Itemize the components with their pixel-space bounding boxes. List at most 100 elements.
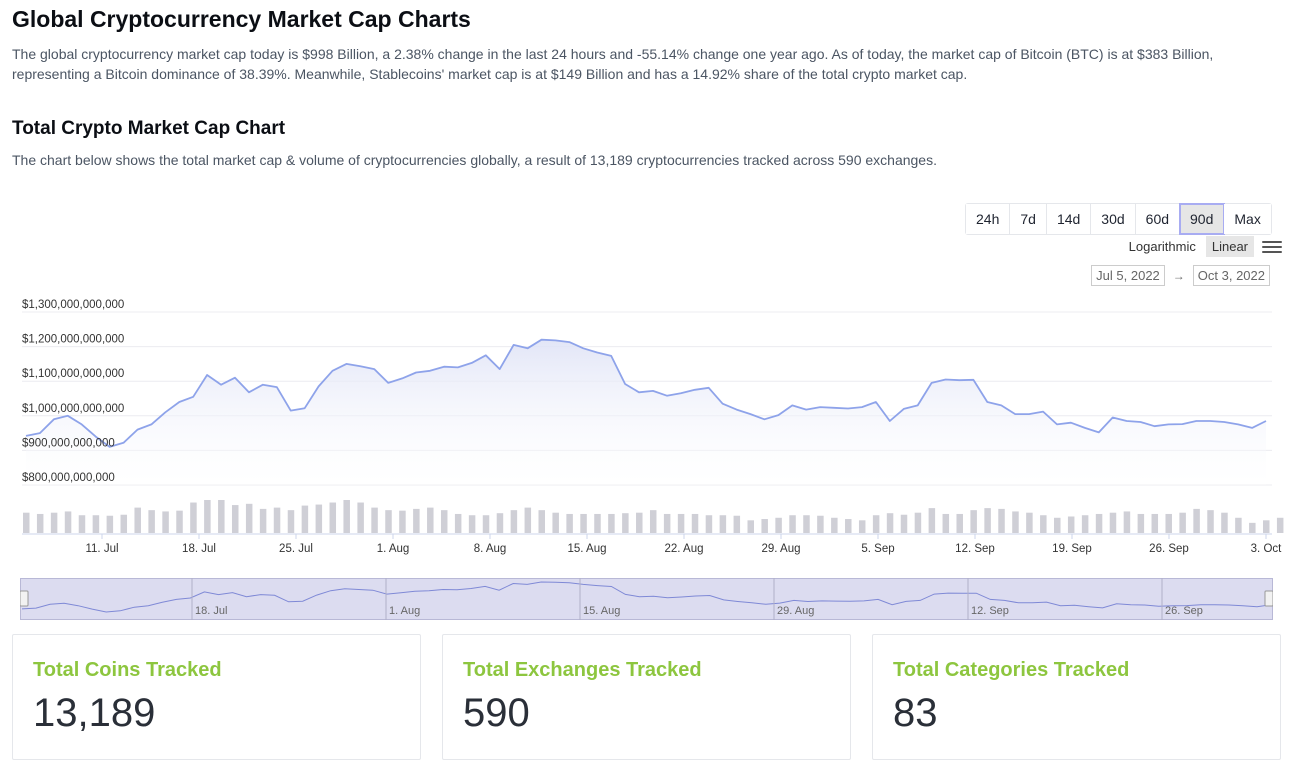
x-tick-label: 26. Sep — [1149, 543, 1189, 555]
volume-bar — [273, 507, 281, 533]
range-navigator[interactable]: 18. Jul 1. Aug 15. Aug 29. Aug 12. Sep 26. Se… — [20, 578, 1273, 620]
volume-bar — [50, 512, 58, 533]
volume-bar — [343, 500, 350, 533]
market-cap-line — [25, 338, 1267, 448]
volume-bar — [1263, 520, 1270, 533]
volume-bar — [1151, 513, 1159, 533]
coins-tracked-card: Total Coins Tracked 13,189 — [12, 634, 421, 760]
volume-bar — [942, 513, 950, 533]
market-cap-chart: $1,300,000,000,000 $1,200,000,000,000 $1,1… — [22, 299, 1284, 555]
volume-bar — [454, 513, 462, 533]
y-tick-label: $900,000,000,000 — [22, 437, 115, 449]
volume-bar — [831, 517, 838, 533]
x-tick-label: 22. Aug — [664, 543, 703, 555]
volume-bar — [23, 512, 30, 533]
x-tick-label: 29. Aug — [761, 543, 800, 555]
page-title: Global Cryptocurrency Market Cap Charts — [12, 6, 471, 32]
volume-bar — [287, 510, 295, 533]
navigator-tick-label: 26. Sep — [1165, 605, 1203, 617]
volume-bar — [1249, 522, 1256, 533]
volume-bar — [691, 513, 699, 533]
exchanges-tracked-value: 590 — [463, 691, 530, 735]
range-button-24h[interactable]: 24h — [966, 204, 1011, 234]
volume-bar — [106, 515, 114, 533]
volume-bar — [719, 515, 727, 533]
navigator-tick-label: 1. Aug — [389, 605, 420, 617]
hamburger-menu-icon[interactable] — [1262, 237, 1282, 257]
exchanges-tracked-card: Total Exchanges Tracked 590 — [442, 634, 851, 760]
categories-tracked-card: Total Categories Tracked 83 — [872, 634, 1281, 760]
volume-bar — [482, 515, 490, 533]
y-tick-label: $1,000,000,000,000 — [22, 403, 124, 415]
volume-bar — [92, 515, 100, 533]
volume-bar — [705, 515, 713, 533]
volume-bar — [622, 513, 629, 533]
volume-bar — [329, 502, 337, 533]
volume-bar — [1123, 511, 1131, 533]
coins-tracked-label: Total Coins Tracked — [33, 659, 222, 681]
date-to-input[interactable]: Oct 3, 2022 — [1192, 265, 1270, 286]
linear-button[interactable]: Linear — [1205, 236, 1254, 257]
volume-bar — [245, 503, 253, 533]
volume-bar — [190, 502, 197, 533]
volume-bar — [663, 513, 671, 533]
x-tick-label: 3. Oct — [1251, 543, 1282, 555]
range-button-60d[interactable]: 60d — [1135, 204, 1181, 234]
volume-bar — [399, 510, 406, 533]
volume-bar — [1235, 517, 1242, 533]
date-range: Jul 5, 2022 → Oct 3, 2022 — [1091, 265, 1270, 286]
y-tick-label: $1,200,000,000,000 — [22, 334, 124, 346]
volume-bar — [677, 513, 685, 533]
volume-bar — [580, 513, 587, 533]
volume-bar — [636, 512, 643, 533]
y-tick-label: $1,300,000,000,000 — [22, 299, 124, 311]
volume-bar — [371, 507, 378, 533]
navigator-line — [21, 581, 1272, 613]
market-summary: The global cryptocurrency market cap tod… — [12, 46, 1214, 82]
volume-bar — [858, 520, 866, 533]
range-button-max[interactable]: Max — [1224, 204, 1271, 234]
volume-bar — [914, 512, 922, 533]
volume-bar — [803, 515, 810, 533]
x-tick-label: 18. Jul — [182, 543, 216, 555]
navigator-tick-label: 12. Sep — [971, 605, 1009, 617]
volume-bar — [538, 510, 546, 533]
volume-bar — [162, 511, 169, 533]
volume-bar — [134, 507, 141, 533]
volume-bar — [775, 517, 782, 533]
range-button-90d[interactable]: 90d — [1179, 203, 1226, 235]
volume-bar — [64, 511, 72, 533]
volume-bar — [552, 512, 559, 533]
range-button-14d[interactable]: 14d — [1046, 204, 1092, 234]
volume-bar — [1165, 513, 1172, 533]
x-tick-label: 11. Jul — [85, 543, 118, 555]
volume-bar — [468, 515, 476, 533]
volume-bar — [1067, 516, 1075, 533]
volume-bar — [1137, 513, 1145, 533]
categories-tracked-label: Total Categories Tracked — [893, 659, 1130, 681]
volume-bar — [872, 515, 880, 533]
volume-bar — [886, 513, 894, 533]
navigator-handle-left[interactable] — [20, 590, 29, 607]
volume-bar — [649, 510, 657, 533]
volume-bar — [510, 510, 518, 533]
range-selector: 24h 7d 14d 30d 60d 90d Max — [965, 203, 1272, 235]
volume-bar — [1207, 510, 1214, 533]
volume-bar — [928, 508, 936, 533]
volume-bar — [594, 513, 601, 533]
logarithmic-button[interactable]: Logarithmic — [1128, 239, 1196, 254]
volume-bar — [204, 500, 211, 533]
x-tick-label: 12. Sep — [955, 543, 995, 555]
date-from-input[interactable]: Jul 5, 2022 — [1091, 265, 1165, 286]
volume-bar — [1095, 513, 1103, 533]
volume-bar — [413, 508, 420, 533]
volume-bar — [301, 505, 309, 533]
volume-bar — [761, 519, 768, 533]
volume-bar — [36, 513, 44, 533]
range-button-30d[interactable]: 30d — [1091, 204, 1136, 234]
volume-bar — [970, 510, 977, 533]
navigator-handle-right[interactable] — [1264, 590, 1273, 607]
scale-toggle: Logarithmic Linear — [1123, 236, 1282, 257]
range-button-7d[interactable]: 7d — [1010, 204, 1047, 234]
volume-bar — [984, 508, 991, 533]
